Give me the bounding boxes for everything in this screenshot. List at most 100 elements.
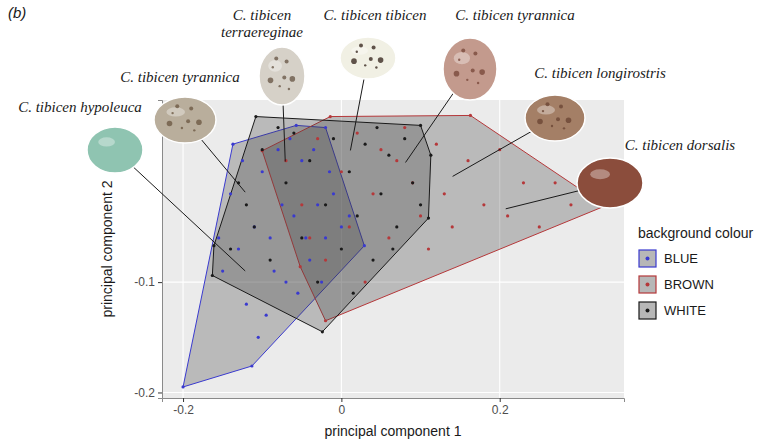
annotations: C. tibicen hypoleucaC. tibicen tyrannica… — [18, 7, 735, 271]
point — [316, 203, 319, 206]
y-axis-title: principal component 2 — [99, 180, 115, 317]
point — [451, 225, 454, 228]
legend-marker — [646, 283, 650, 287]
egg-spot — [372, 46, 376, 50]
axis-line — [158, 101, 163, 399]
egg-spot — [375, 66, 377, 68]
annotation-label: C. tibicen dorsalis — [625, 137, 736, 153]
egg-spot — [466, 79, 468, 81]
point — [280, 203, 283, 206]
point — [419, 214, 422, 217]
point — [387, 236, 390, 239]
point — [332, 137, 335, 140]
point — [292, 132, 295, 135]
tick: -0.2 — [173, 398, 194, 417]
point — [356, 132, 359, 135]
chart: -0.200.2-0.2-0.1principal component 1pri… — [0, 0, 772, 444]
x-axis: -0.200.2 — [163, 398, 625, 417]
egg-spot — [556, 117, 560, 121]
egg-shine — [166, 107, 185, 116]
point — [265, 314, 268, 317]
point — [308, 159, 311, 162]
point — [324, 203, 327, 206]
point — [506, 214, 509, 217]
point — [288, 137, 291, 140]
point — [348, 170, 351, 173]
egg-spot — [473, 52, 477, 56]
plot-background — [162, 100, 624, 398]
egg-spot — [193, 129, 195, 131]
annotation-label: C. tibicen tibicen — [324, 7, 427, 23]
egg-spot — [274, 57, 278, 61]
tick-label: 0 — [339, 403, 346, 417]
egg — [154, 97, 216, 143]
egg-spot — [196, 120, 202, 126]
point — [411, 181, 414, 184]
egg-shape — [577, 158, 643, 208]
point — [522, 181, 525, 184]
legend-key — [639, 302, 656, 319]
egg-spot — [268, 78, 274, 84]
panel-label: (b) — [8, 4, 26, 21]
tick-mark — [500, 398, 501, 402]
grid — [162, 100, 624, 398]
point — [316, 137, 319, 140]
egg — [577, 158, 643, 208]
point — [284, 281, 287, 284]
point — [419, 124, 422, 127]
egg-spot — [566, 118, 572, 124]
legend-marker — [646, 257, 650, 261]
tick-label: -0.1 — [134, 275, 155, 289]
point — [300, 203, 303, 206]
egg-spot — [288, 88, 290, 90]
legend-key — [639, 276, 656, 293]
egg-shine — [537, 105, 555, 114]
point — [395, 225, 398, 228]
egg — [443, 38, 497, 100]
egg-shape — [154, 97, 216, 143]
point — [181, 385, 184, 388]
point — [254, 115, 257, 118]
point — [356, 214, 359, 217]
point — [221, 269, 224, 272]
tick: 0 — [339, 398, 346, 417]
grid-line — [162, 392, 624, 393]
egg-spot — [186, 119, 190, 123]
point — [261, 148, 264, 151]
egg-shine — [268, 60, 282, 72]
point — [321, 330, 324, 333]
point — [292, 214, 295, 217]
hull — [212, 117, 430, 332]
point — [261, 170, 264, 173]
legend: background colourBLUEBROWNWHITE — [638, 225, 754, 319]
point — [443, 192, 446, 195]
point — [419, 203, 422, 206]
tick: -0.2 — [134, 386, 162, 400]
egg-spot — [359, 43, 363, 47]
egg-spot — [351, 58, 357, 64]
egg-spot — [471, 69, 475, 73]
point — [308, 258, 311, 261]
point — [340, 225, 343, 228]
point — [229, 247, 232, 250]
point — [324, 319, 327, 322]
point — [364, 143, 367, 146]
point — [482, 203, 485, 206]
point — [403, 137, 406, 140]
tick-label: -0.2 — [134, 386, 155, 400]
point — [299, 265, 302, 268]
point — [296, 292, 299, 295]
point — [348, 214, 351, 217]
legend-label: BROWN — [664, 277, 714, 292]
egg-spot — [290, 76, 296, 82]
egg-spot — [542, 110, 544, 112]
egg-spot — [167, 121, 173, 127]
point — [466, 159, 469, 162]
annotation-label: C. tibicen tyrannica — [455, 7, 575, 23]
point — [212, 244, 215, 247]
egg-spot — [272, 66, 274, 68]
point — [371, 192, 374, 195]
point — [308, 236, 311, 239]
egg-spot — [551, 125, 553, 127]
egg — [340, 37, 396, 79]
